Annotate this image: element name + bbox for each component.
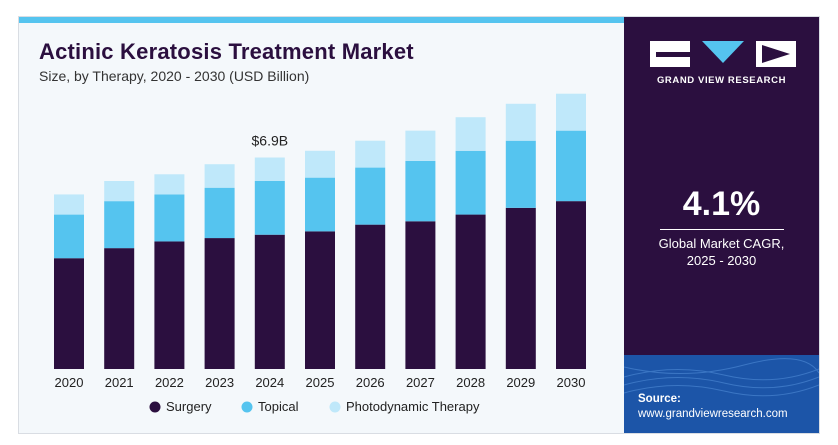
cagr-value: 4.1% xyxy=(682,185,761,223)
legend-label-surgery: Surgery xyxy=(166,399,212,414)
chart-subtitle: Size, by Therapy, 2020 - 2030 (USD Billi… xyxy=(39,68,310,84)
cagr-label: Global Market CAGR, xyxy=(658,236,785,251)
bar-photodynamic-therapy-2022 xyxy=(154,174,185,195)
legend-marker-topical xyxy=(241,401,253,413)
legend-label-photodynamic-therapy: Photodynamic Therapy xyxy=(346,399,480,414)
bar-topical-2022 xyxy=(154,194,185,242)
legend-marker-surgery xyxy=(149,401,161,413)
bar-surgery-2027 xyxy=(405,221,436,369)
x-tick-label: 2023 xyxy=(205,375,234,390)
bar-topical-2025 xyxy=(305,177,335,232)
bar-photodynamic-therapy-2028 xyxy=(455,117,486,151)
bar-photodynamic-therapy-2029 xyxy=(505,103,536,141)
chart-title: Actinic Keratosis Treatment Market xyxy=(39,39,414,64)
bar-surgery-2029 xyxy=(505,207,536,369)
source-link[interactable]: www.grandviewresearch.com xyxy=(638,408,788,420)
bar-photodynamic-therapy-2025 xyxy=(305,150,335,178)
bar-surgery-2022 xyxy=(154,241,185,369)
x-tick-label: 2025 xyxy=(306,375,335,390)
bar-surgery-2021 xyxy=(104,248,135,369)
infographic-card: 2020 2021 2022 2023 2024 $6.9B 2025 2026 2027 202… xyxy=(18,16,820,434)
info-sidebar: GRAND VIEW RESEARCH 4.1% Global Market C… xyxy=(624,17,819,433)
x-tick-label: 2026 xyxy=(356,375,385,390)
bar-topical-2028 xyxy=(455,150,486,215)
bar-surgery-2026 xyxy=(355,224,386,369)
legend-marker-photodynamic-therapy xyxy=(329,401,341,413)
bar-topical-2020 xyxy=(54,214,84,259)
source-label: Source: xyxy=(638,393,681,405)
bar-surgery-2028 xyxy=(455,214,486,369)
bar-surgery-2020 xyxy=(54,258,84,369)
bar-surgery-2024 xyxy=(254,234,285,369)
chart-panel: 2020 2021 2022 2023 2024 $6.9B 2025 2026 2027 202… xyxy=(19,17,624,433)
bar-photodynamic-therapy-2024 xyxy=(254,157,285,181)
cagr-period: 2025 - 2030 xyxy=(686,253,757,268)
bar-topical-2021 xyxy=(104,201,135,249)
bar-topical-2023 xyxy=(204,187,235,239)
bar-topical-2027 xyxy=(405,160,436,222)
bar-photodynamic-therapy-2027 xyxy=(405,130,436,161)
x-tick-label: 2029 xyxy=(506,375,535,390)
x-tick-label: 2030 xyxy=(557,375,586,390)
source-box: Source: www.grandviewresearch.com xyxy=(624,355,819,433)
brand-name: GRAND VIEW RESEARCH xyxy=(656,75,787,86)
bar-topical-2029 xyxy=(505,140,536,208)
bar-photodynamic-therapy-2030 xyxy=(556,93,586,131)
bar-photodynamic-therapy-2021 xyxy=(104,181,135,202)
cagr-divider xyxy=(660,229,784,230)
accent-bar xyxy=(19,17,624,23)
bar-topical-2030 xyxy=(556,130,586,202)
x-tick-label: 2021 xyxy=(105,375,134,390)
bar-photodynamic-therapy-2026 xyxy=(355,140,386,168)
bar-surgery-2030 xyxy=(556,201,586,369)
wave-pattern-icon xyxy=(624,358,819,397)
data-label-2024: $6.9B xyxy=(252,133,289,149)
bar-surgery-2025 xyxy=(305,231,335,369)
legend-label-topical: Topical xyxy=(258,399,299,414)
bar-surgery-2023 xyxy=(204,238,235,369)
bar-topical-2026 xyxy=(355,167,386,225)
x-tick-label: 2024 xyxy=(255,375,284,390)
bar-photodynamic-therapy-2020 xyxy=(54,194,84,215)
x-tick-label: 2027 xyxy=(406,375,435,390)
chart-canvas: 2020 2021 2022 2023 2024 $6.9B 2025 2026 2027 202… xyxy=(54,93,586,414)
bar-topical-2024 xyxy=(254,181,285,235)
x-tick-label: 2028 xyxy=(456,375,485,390)
grand-view-research-logo-icon xyxy=(650,41,796,67)
x-tick-label: 2020 xyxy=(55,375,84,390)
bar-photodynamic-therapy-2023 xyxy=(204,164,235,188)
x-tick-label: 2022 xyxy=(155,375,184,390)
